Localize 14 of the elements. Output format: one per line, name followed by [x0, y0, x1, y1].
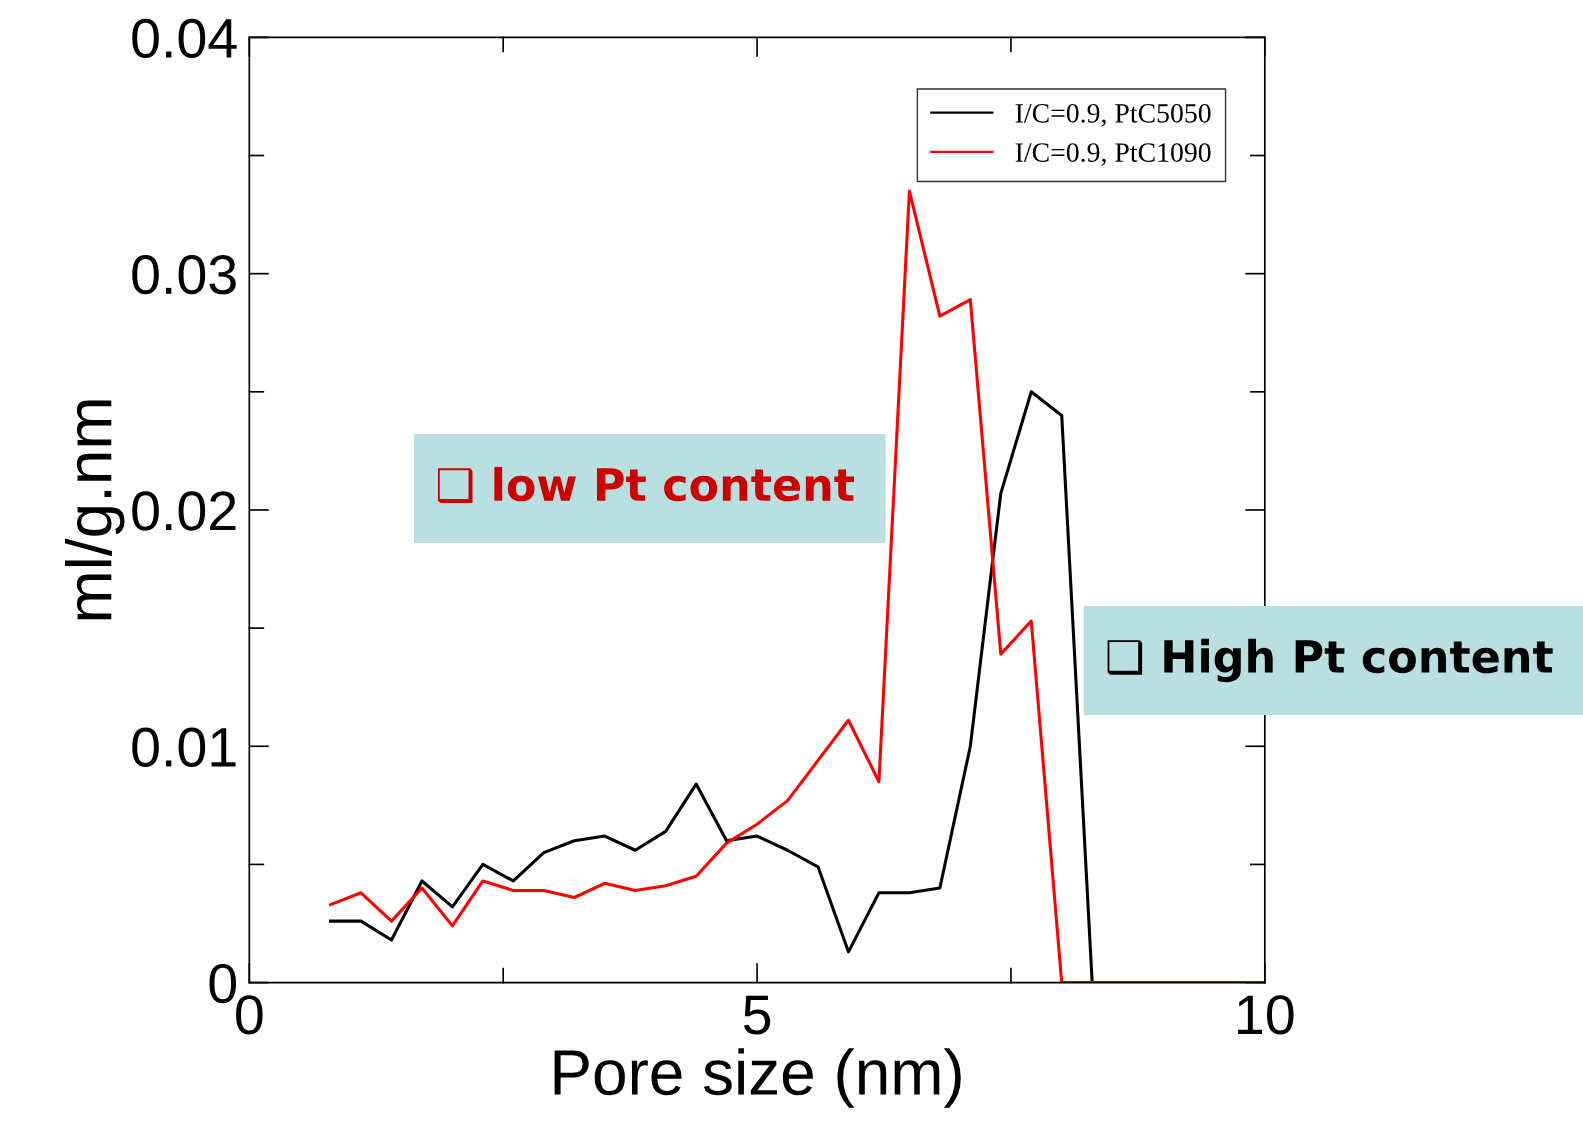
- legend-label: I/C=0.9, PtC1090: [1015, 143, 1211, 166]
- y-tick-label: 0: [209, 963, 237, 1004]
- y-tick-label: 0.02: [132, 491, 236, 531]
- annotation: ❑ High Pt content: [1107, 638, 1553, 683]
- x-tick-label: 0: [236, 995, 263, 1035]
- y-tick-label: 0.03: [132, 255, 236, 295]
- y-tick-label: 0.04: [132, 18, 237, 59]
- x-axis-title: Pore size (nm): [554, 1048, 961, 1108]
- y-axis-title: ml/g.nm: [64, 400, 125, 620]
- x-tick-label: 10: [1238, 995, 1294, 1035]
- y-tick-label: 0.01: [132, 727, 236, 767]
- x-tick-label: 5: [743, 995, 771, 1035]
- legend-label: I/C=0.9, PtC5050: [1015, 103, 1211, 127]
- annotation: ❑ low Pt content: [437, 466, 855, 503]
